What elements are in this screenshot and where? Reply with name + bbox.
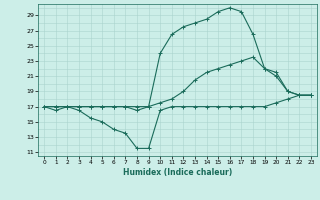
X-axis label: Humidex (Indice chaleur): Humidex (Indice chaleur) xyxy=(123,168,232,177)
